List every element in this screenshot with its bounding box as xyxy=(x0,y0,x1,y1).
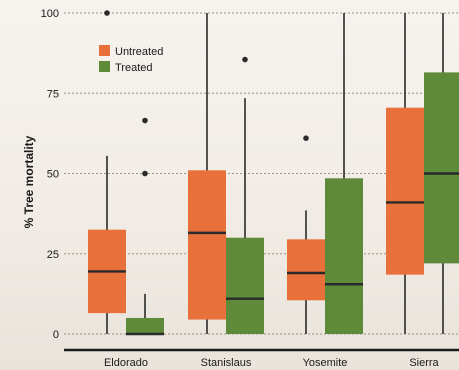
box-untreated-sierra xyxy=(386,13,424,334)
box-body xyxy=(226,237,264,334)
outlier-point xyxy=(242,56,248,63)
box-treated-eldorado xyxy=(126,117,164,336)
x-tick-label: Sierra xyxy=(409,357,439,369)
y-axis-label: % Tree mortality xyxy=(22,135,36,228)
series-treated xyxy=(126,13,459,336)
outlier-point xyxy=(104,10,110,16)
legend-swatch xyxy=(99,61,110,72)
y-tick-label: 25 xyxy=(47,249,59,261)
outlier-point xyxy=(142,170,148,177)
box-body xyxy=(424,72,459,264)
box-body xyxy=(325,178,363,334)
x-axis: Eldorado Stanislaus Yosemite Sierra xyxy=(64,348,459,369)
series-untreated xyxy=(88,10,424,334)
box-treated-yosemite xyxy=(325,13,363,334)
x-tick-label: Eldorado xyxy=(104,357,148,369)
legend: Untreated Treated xyxy=(99,45,163,74)
y-axis: 0 25 50 75 100 xyxy=(41,8,59,341)
boxes xyxy=(88,10,459,336)
legend-label: Untreated xyxy=(115,46,163,58)
box-treated-stanislaus xyxy=(226,56,264,334)
box-untreated-stanislaus xyxy=(188,13,226,334)
x-tick-label: Yosemite xyxy=(303,357,348,369)
box-body xyxy=(386,107,424,275)
box-body xyxy=(287,239,325,301)
legend-item: Treated xyxy=(99,61,153,74)
outlier-point xyxy=(142,117,148,124)
box-untreated-yosemite xyxy=(287,135,325,334)
legend-label: Treated xyxy=(115,62,153,74)
y-tick-label: 75 xyxy=(47,88,59,100)
outlier-point xyxy=(303,135,309,141)
box-untreated-eldorado xyxy=(88,10,126,334)
box-body xyxy=(188,170,226,320)
legend-swatch xyxy=(99,45,110,56)
y-tick-label: 0 xyxy=(53,329,59,341)
box-treated-sierra xyxy=(424,13,459,334)
x-tick-label: Stanislaus xyxy=(201,357,252,369)
box-body xyxy=(126,317,164,334)
y-tick-label: 100 xyxy=(41,8,59,20)
y-tick-label: 50 xyxy=(47,169,59,181)
legend-item: Untreated xyxy=(99,45,163,58)
